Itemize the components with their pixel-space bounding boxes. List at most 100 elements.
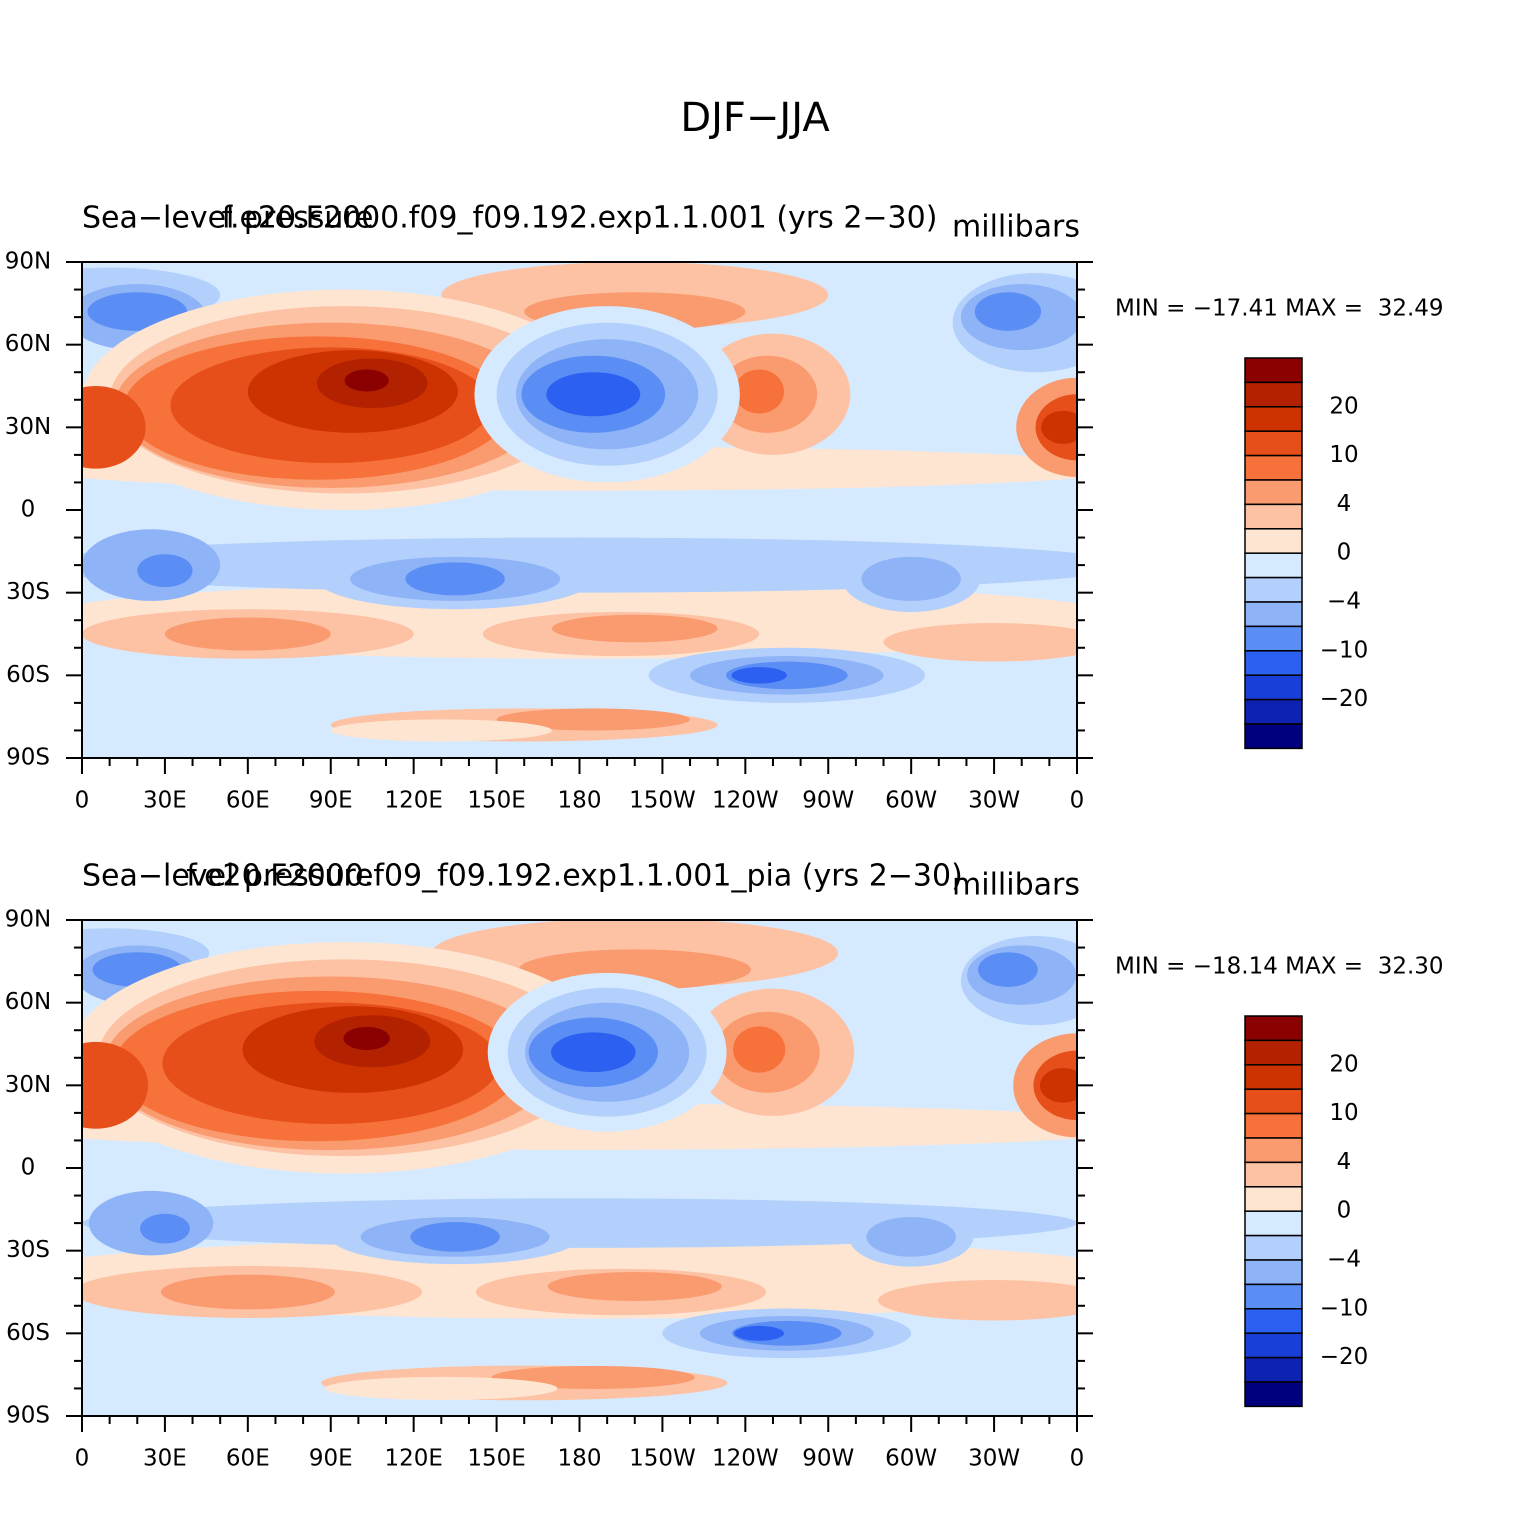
- units: millibars: [952, 868, 1080, 903]
- lon-label: 60E: [226, 788, 270, 814]
- colorbar-box: [1244, 1137, 1303, 1164]
- colorbar-box: [1244, 698, 1303, 725]
- contour-fill: [82, 386, 146, 469]
- center-title: f.e20.F2000.f09_f09.192.exp1.1.001_pia (…: [186, 859, 963, 894]
- colorbar-label: −20: [1320, 686, 1369, 712]
- lon-label: 120E: [384, 1446, 442, 1472]
- lat-label: 30N: [5, 414, 51, 440]
- field: [82, 262, 1077, 758]
- lon-label: 150E: [467, 1446, 525, 1472]
- lon-label: 120E: [384, 788, 442, 814]
- colorbar-box: [1244, 503, 1303, 530]
- contour-fill: [140, 1213, 190, 1244]
- colorbar-box: [1244, 650, 1303, 676]
- contour-fill: [551, 1032, 636, 1073]
- lon-label: 60W: [885, 788, 937, 814]
- colorbar-label: 0: [1337, 540, 1352, 566]
- lon-label: 0: [1070, 788, 1085, 814]
- colorbar-label: 20: [1329, 393, 1358, 419]
- contour-fill: [1041, 410, 1077, 444]
- contour-fill: [164, 617, 331, 651]
- colorbar-label: 4: [1337, 491, 1352, 517]
- colorbar-box: [1244, 723, 1303, 750]
- colorbar-box: [1244, 357, 1303, 384]
- lat-label: 90S: [6, 745, 50, 771]
- colorbar-box: [1244, 1039, 1303, 1066]
- contour-fill: [82, 705, 276, 734]
- lon-label: 0: [75, 1446, 90, 1472]
- contour-fill: [866, 1217, 956, 1257]
- lat-label: 60S: [6, 1320, 50, 1346]
- lon-label: 60W: [885, 1446, 937, 1472]
- colorbar-label: 10: [1329, 1100, 1358, 1126]
- lon-label: 180: [558, 1446, 602, 1472]
- colorbar-box: [1244, 406, 1303, 432]
- contour-fill: [974, 292, 1042, 331]
- lat-label: 0: [21, 1155, 36, 1181]
- lon-label: 150E: [467, 788, 525, 814]
- colorbar-box: [1244, 479, 1303, 506]
- colorbar-box: [1244, 674, 1303, 701]
- colorbar-label: 10: [1329, 442, 1358, 468]
- colorbar-label: 20: [1329, 1051, 1358, 1077]
- colorbar-box: [1244, 1088, 1303, 1115]
- field: [82, 920, 1077, 1416]
- lat-label: 0: [21, 497, 36, 523]
- colorbar-box: [1244, 1234, 1303, 1261]
- contour-fill: [978, 952, 1038, 987]
- left-title: Sea−level pressure: [82, 859, 373, 894]
- figure-title: DJF−JJA: [680, 95, 830, 141]
- colorbar-label: −20: [1320, 1344, 1369, 1370]
- lon-label: 120W: [712, 788, 779, 814]
- colorbar-box: [1244, 1210, 1303, 1237]
- contour-fill: [861, 556, 961, 601]
- colorbar-label: −4: [1327, 1247, 1361, 1273]
- lon-label: 0: [75, 788, 90, 814]
- colorbar-box: [1244, 1283, 1303, 1310]
- lon-label: 30E: [143, 1446, 187, 1472]
- lon-label: 120W: [712, 1446, 779, 1472]
- contour-fill: [883, 622, 1077, 662]
- colorbar-box: [1244, 1356, 1303, 1383]
- colorbar-box: [1244, 1259, 1303, 1286]
- colorbar-box: [1244, 625, 1303, 652]
- lon-label: 90W: [802, 788, 854, 814]
- colorbar-box: [1244, 381, 1303, 408]
- contour-fill: [82, 1041, 149, 1129]
- lon-label: 150W: [629, 1446, 696, 1472]
- lat-label: 60N: [5, 989, 51, 1015]
- lat-label: 60N: [5, 331, 51, 357]
- contour-fill: [551, 614, 718, 643]
- contour-fill: [731, 667, 787, 684]
- lat-label: 30S: [6, 579, 50, 605]
- lat-label: 30N: [5, 1072, 51, 1098]
- colorbar-box: [1244, 601, 1303, 628]
- lat-label: 30S: [6, 1237, 50, 1263]
- lon-label: 30E: [143, 788, 187, 814]
- contour-fill: [82, 1198, 1077, 1248]
- stats: MIN = −18.14 MAX = 32.30: [1115, 954, 1444, 980]
- colorbar-label: 0: [1337, 1198, 1352, 1224]
- contour-fill: [734, 369, 785, 414]
- lon-label: 150W: [629, 788, 696, 814]
- colorbar-label: −10: [1320, 637, 1369, 663]
- lon-label: 90E: [309, 788, 353, 814]
- lon-label: 30W: [968, 788, 1020, 814]
- lon-label: 180: [558, 788, 602, 814]
- colorbar-box: [1244, 430, 1303, 457]
- contour-fill: [1039, 1067, 1077, 1103]
- contour-fill: [344, 369, 389, 392]
- lon-label: 60E: [226, 1446, 270, 1472]
- contour-fill: [734, 1325, 785, 1341]
- lat-label: 90N: [5, 249, 51, 275]
- contour-fill: [343, 1026, 390, 1051]
- lon-label: 90E: [309, 1446, 353, 1472]
- colorbar-label: −10: [1320, 1295, 1369, 1321]
- contour-fill: [878, 1280, 1077, 1321]
- colorbar-box: [1244, 454, 1303, 481]
- contour-fill: [137, 554, 193, 588]
- lat-label: 90S: [6, 1403, 50, 1429]
- colorbar-label: 4: [1337, 1149, 1352, 1175]
- contour-fill: [733, 1026, 786, 1073]
